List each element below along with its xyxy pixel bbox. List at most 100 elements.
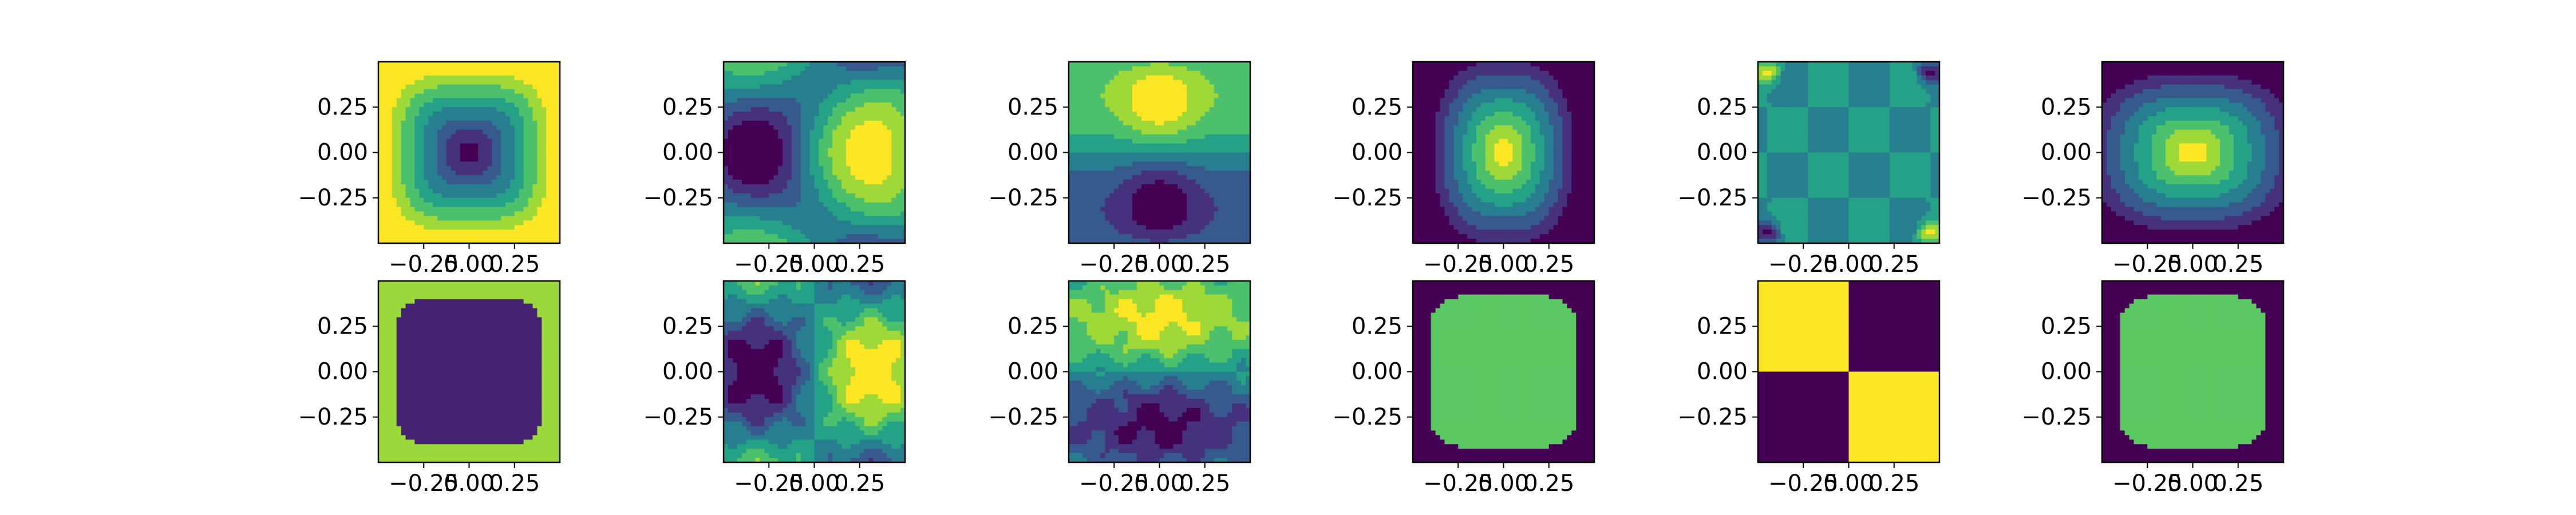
contour-cell — [1132, 75, 1137, 81]
contour-cell — [464, 66, 470, 72]
contour-cell — [509, 193, 515, 199]
contour-cell — [1096, 70, 1101, 76]
contour-cell — [900, 152, 906, 158]
contour-cell — [800, 157, 806, 162]
contour-cell — [500, 193, 506, 199]
contour-cell — [855, 89, 860, 94]
contour-cell — [783, 121, 788, 126]
contour-cell — [1472, 75, 1477, 81]
contour-cell — [396, 148, 402, 153]
contour-cell — [724, 225, 729, 230]
contour-cell — [769, 98, 774, 103]
contour-cell — [1178, 98, 1183, 103]
contour-cell — [855, 116, 860, 121]
contour-cell — [850, 211, 856, 217]
contour-cell — [1096, 102, 1101, 108]
contour-cell — [750, 116, 756, 121]
contour-cell — [1096, 84, 1101, 90]
contour-cell — [724, 229, 729, 235]
contour-cell — [401, 66, 406, 72]
contour-cell — [741, 143, 747, 149]
contour-cell — [891, 129, 896, 135]
contour-cell — [405, 197, 411, 203]
contour-cell — [728, 234, 733, 239]
contour-cell — [1168, 129, 1174, 135]
contour-cell — [401, 134, 406, 140]
contour-cell — [382, 129, 388, 135]
contour-cell — [1178, 129, 1183, 135]
contour-cell — [1168, 184, 1174, 189]
contour-cell — [555, 207, 560, 212]
contour-cell — [519, 225, 524, 230]
contour-cell — [819, 125, 824, 130]
contour-cell — [1223, 157, 1228, 162]
contour-cell — [1150, 75, 1156, 81]
contour-cell — [1191, 171, 1196, 176]
contour-cell — [1105, 234, 1110, 239]
contour-cell — [1123, 93, 1128, 98]
contour-cell — [1141, 102, 1147, 108]
contour-cell — [1159, 211, 1165, 217]
contour-cell — [728, 220, 733, 225]
contour-cell — [755, 121, 760, 126]
contour-cell — [764, 152, 769, 158]
contour-cell — [828, 239, 833, 244]
contour-cell — [741, 166, 747, 171]
contour-cell — [514, 75, 520, 81]
contour-cell — [464, 75, 470, 81]
contour-cell — [873, 62, 879, 67]
contour-cell — [1136, 166, 1142, 171]
contour-cell — [1119, 216, 1124, 221]
contour-cell — [1467, 62, 1472, 67]
contour-cell — [878, 202, 883, 208]
contour-cell — [546, 216, 551, 221]
contour-cell — [537, 125, 542, 130]
contour-cell — [828, 98, 833, 103]
contour-cell — [1195, 138, 1201, 144]
contour-cell — [451, 180, 456, 185]
contour-cell — [1182, 129, 1187, 135]
contour-cell — [1136, 171, 1142, 176]
contour-cell — [1567, 66, 1572, 72]
contour-cell — [1096, 152, 1101, 158]
contour-cell — [555, 161, 560, 167]
contour-cell — [1182, 157, 1187, 162]
contour-cell — [741, 225, 747, 230]
contour-cell — [783, 239, 788, 244]
y-tick-label: 0.25 — [662, 94, 713, 120]
contour-cell — [1096, 148, 1101, 153]
contour-cell — [1086, 102, 1092, 108]
contour-cell — [1191, 80, 1196, 85]
contour-cell — [451, 220, 456, 225]
contour-cell — [1136, 207, 1142, 212]
contour-cell — [382, 239, 388, 244]
contour-cell — [1069, 157, 1074, 162]
contour-cell — [891, 98, 896, 103]
contour-cell — [1522, 66, 1527, 72]
contour-cell — [778, 89, 783, 94]
contour-cell — [778, 112, 783, 117]
contour-cell — [433, 202, 438, 208]
contour-cell — [1218, 193, 1224, 199]
contour-cell — [864, 211, 870, 217]
contour-cell — [764, 125, 769, 130]
contour-cell — [819, 171, 824, 176]
contour-cell — [1214, 152, 1219, 158]
contour-cell — [732, 171, 738, 176]
contour-cell — [778, 239, 783, 244]
contour-cell — [800, 62, 806, 67]
contour-cell — [532, 220, 538, 225]
contour-cell — [769, 157, 774, 162]
contour-cell — [464, 157, 470, 162]
contour-cell — [823, 157, 828, 162]
contour-cell — [1109, 157, 1115, 162]
contour-cell — [805, 152, 811, 158]
contour-cell — [382, 229, 388, 235]
contour-cell — [896, 93, 901, 98]
contour-cell — [542, 134, 547, 140]
contour-cell — [405, 148, 411, 153]
contour-cell — [1145, 229, 1151, 235]
contour-cell — [1232, 171, 1237, 176]
contour-cell — [519, 93, 524, 98]
contour-cell — [850, 143, 856, 149]
